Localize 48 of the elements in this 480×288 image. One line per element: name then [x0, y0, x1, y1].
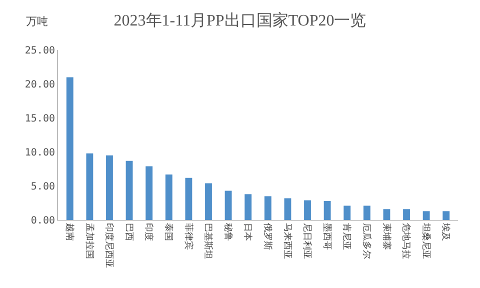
bar: [244, 194, 252, 220]
y-tick-label: 15.00: [24, 114, 55, 124]
y-axis-title: 万吨: [26, 15, 48, 28]
x-tick-label: 埃及: [440, 222, 452, 241]
bar: [422, 211, 430, 220]
x-tick-label: 巴西: [123, 222, 134, 241]
bar: [344, 206, 351, 220]
y-tick-label: 10.00: [24, 148, 55, 158]
x-tick-label: 尼日利亚: [302, 222, 313, 259]
x-tick-label: 秘鲁: [222, 222, 234, 241]
chart-title: 2023年1-11月PP出口国家TOP20一览: [114, 12, 366, 30]
bar: [284, 198, 292, 220]
x-tick-label: 越南: [64, 222, 75, 241]
bar: [66, 77, 74, 220]
bar: [363, 206, 370, 220]
x-tick-label: 巴基斯坦: [202, 222, 214, 259]
x-tick-label: 墨西哥: [321, 222, 332, 250]
bar: [106, 155, 113, 220]
bar: [224, 190, 232, 220]
x-tick-label: 肯尼亚: [341, 222, 352, 250]
x-tick-label: 印度尼西亚: [104, 222, 115, 268]
bar: [324, 200, 331, 220]
bar: [126, 160, 133, 220]
bar: [205, 183, 212, 220]
x-tick-label: 坦桑尼亚: [420, 222, 432, 259]
y-tick-label: 20.00: [24, 80, 55, 90]
y-tick-label: 25.00: [24, 46, 55, 56]
bar: [442, 211, 450, 220]
x-tick-label: 泰国: [162, 222, 174, 241]
x-tick-label: 马来西亚: [282, 222, 293, 259]
x-tick-label: 印度: [143, 222, 154, 241]
x-tick-label: 柬埔寨: [380, 222, 392, 250]
bar: [383, 209, 390, 220]
bar: [165, 174, 172, 220]
x-tick-label: 危地马拉: [400, 222, 412, 259]
x-tick-label: 俄罗斯: [262, 222, 273, 250]
x-tick-label: 厄瓜多尔: [360, 222, 372, 259]
bar: [86, 153, 94, 220]
y-tick-label: 5.00: [30, 182, 55, 192]
x-tick-label: 孟加拉国: [84, 222, 95, 259]
x-tick-label: 菲律宾: [182, 222, 194, 250]
bar: [146, 166, 153, 220]
x-tick-label: 日本: [242, 222, 254, 241]
bar: [304, 200, 311, 220]
bar: [185, 178, 192, 220]
bar: [403, 209, 410, 220]
y-tick-label: 0.00: [30, 216, 55, 226]
bar: [264, 196, 272, 220]
